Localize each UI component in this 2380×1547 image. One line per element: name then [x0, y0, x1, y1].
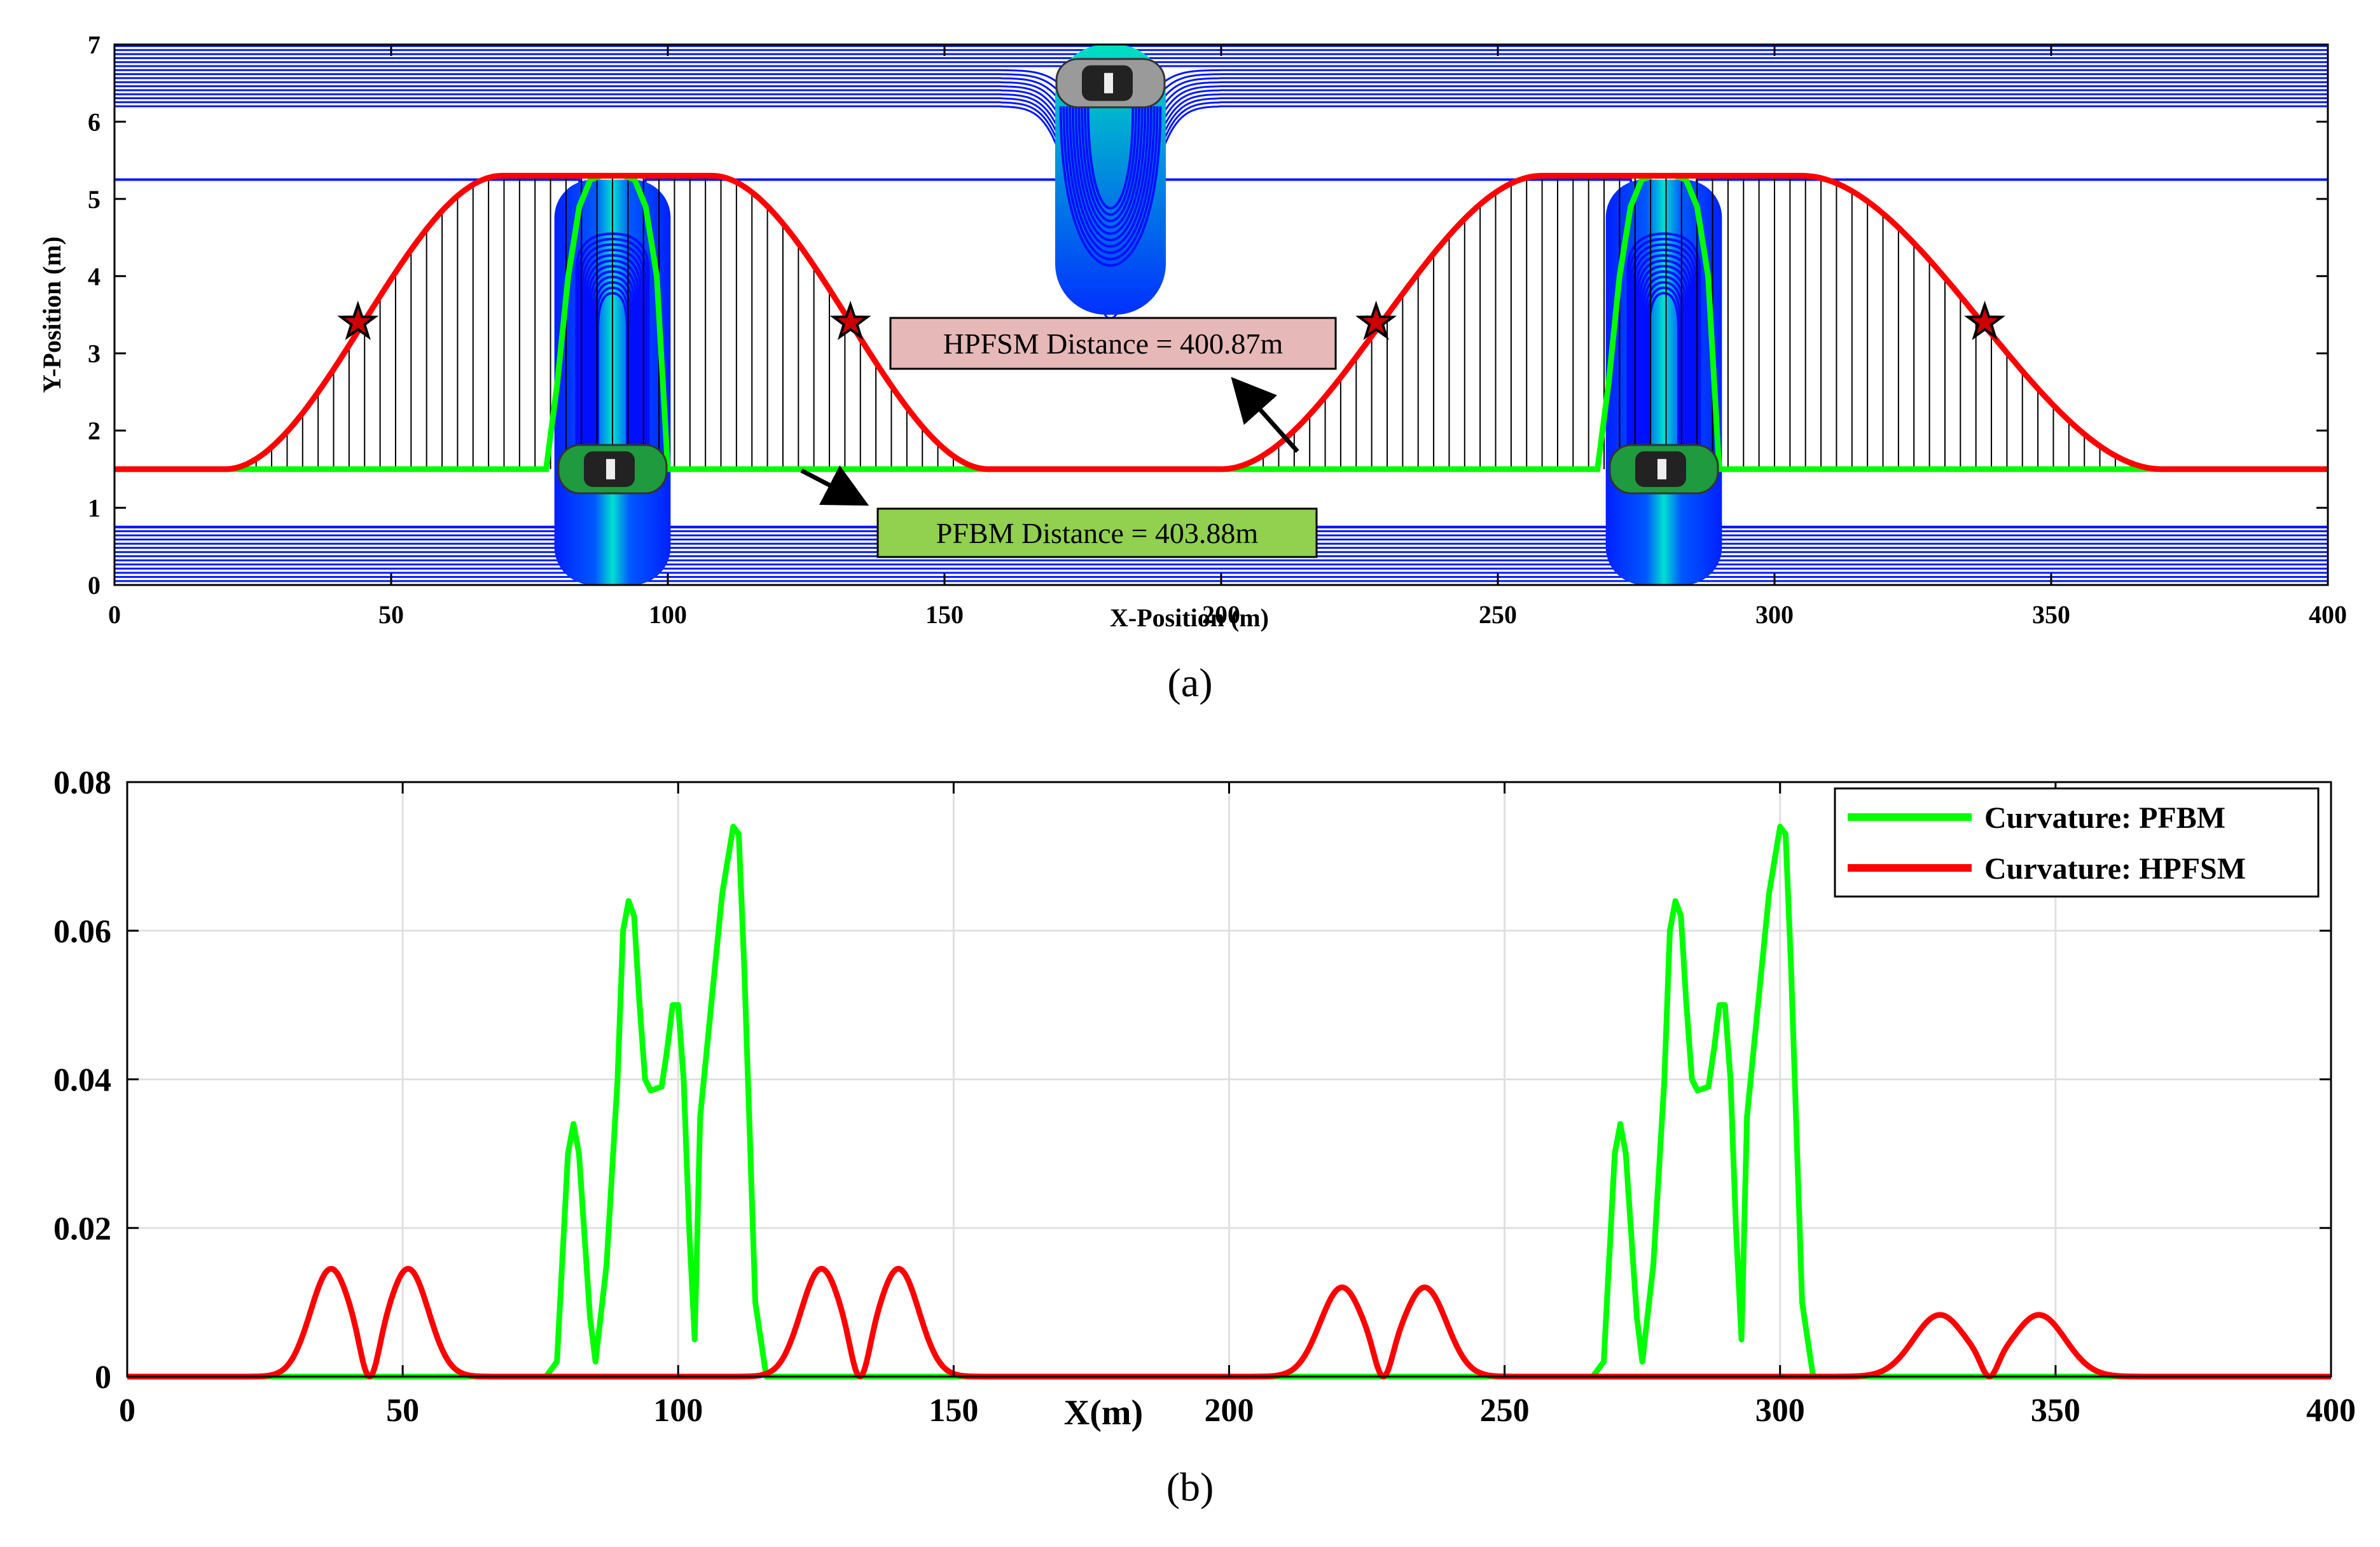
hpfsm-annotation-arrow [1231, 376, 1299, 453]
car-obstacle [557, 444, 668, 495]
panel-a-ylabel: Y-Position (m) [38, 237, 66, 393]
y-tick-label: 0.04 [53, 1062, 111, 1099]
y-tick-label: 1 [88, 494, 100, 523]
field-contour-upper [114, 101, 2328, 302]
x-tick-label: 400 [2309, 600, 2347, 629]
panel-a-curves [114, 172, 2328, 472]
y-tick-label: 0 [95, 1359, 111, 1396]
legend-label-pfbm: Curvature: PFBM [1984, 801, 2225, 835]
y-tick-label: 5 [88, 185, 100, 214]
x-tick-label: 100 [653, 1392, 703, 1429]
y-tick-label: 6 [88, 107, 100, 136]
x-tick-label: 200 [1202, 600, 1240, 629]
x-tick-label: 300 [1755, 1392, 1805, 1429]
panel-b-grid [127, 782, 2331, 1377]
y-tick-label: 0.02 [53, 1211, 111, 1247]
star-marker [1964, 300, 2006, 340]
hpfsm-trajectory-line [114, 172, 2328, 472]
car-obstacle [1055, 58, 1166, 109]
field-contour-upper [114, 77, 2328, 180]
star-marker [337, 300, 379, 340]
panel-a-xlabel: X-Position (m) [1110, 603, 1269, 632]
field-contour-gray-obstacle [1081, 106, 1140, 223]
field-contour-gray-obstacle [1069, 106, 1152, 248]
x-tick-label: 250 [1480, 1392, 1530, 1429]
panel-a-ticks: 0 50 100 150 200 250 300 350 400 0 1 2 3 4 5 6 7 [88, 31, 2347, 629]
y-tick-label: 4 [88, 262, 100, 291]
pfbm-distance-annotation: PFBM Distance = 403.88m [800, 465, 1318, 558]
car-obstacle [1609, 444, 1719, 495]
field-contour-obstacle [1640, 270, 1688, 469]
field-contour-gray-obstacle [1071, 106, 1150, 242]
field-contour-gray-obstacle [1077, 106, 1144, 229]
x-tick-label: 50 [378, 600, 404, 629]
field-contour-upper [114, 89, 2328, 244]
field-contour-upper [114, 97, 2328, 283]
hpfsm-distance-annotation: HPFSM Distance = 400.87m [889, 317, 1337, 453]
field-contour-gray-obstacle [1059, 106, 1162, 267]
x-tick-label: 0 [119, 1392, 135, 1429]
field-contour-obstacle [1630, 243, 1698, 469]
y-tick-label: 3 [88, 340, 100, 368]
field-contour-upper [114, 93, 2328, 264]
field-contour-gray-obstacle [1086, 106, 1135, 210]
x-tick-label: 300 [1755, 600, 1794, 629]
x-tick-label: 350 [2032, 600, 2070, 629]
field-contour-gray-obstacle [1083, 106, 1138, 216]
star-marker [1355, 300, 1397, 340]
y-tick-label: 0.08 [53, 765, 111, 801]
panel-a-label: (a) [1167, 660, 1212, 705]
x-tick-label: 150 [929, 1392, 978, 1429]
hpfsm-annotation-box [889, 317, 1337, 370]
field-contour-gray-obstacle [1074, 106, 1147, 235]
pfbm-annotation-text: PFBM Distance = 403.88m [936, 517, 1259, 549]
panel-b-curvature-plot: 0 50 100 150 200 250 300 350 400 0 0.02 0.04 0.06 0.0… [53, 765, 2356, 1509]
field-contour-gray-obstacle [1065, 106, 1156, 254]
legend-label-hpfsm: Curvature: HPFSM [1984, 852, 2246, 886]
field-contour-obstacle [1642, 275, 1686, 469]
star-markers [337, 300, 2006, 340]
field-contour-obstacle [1628, 237, 1699, 469]
y-tick-label: 0 [88, 571, 100, 600]
field-contour-gray-obstacle [1062, 106, 1159, 261]
legend-box [1834, 787, 2320, 898]
field-contour-obstacle [1647, 291, 1680, 469]
field-contour-obstacle [1638, 265, 1690, 469]
car-roof-light [606, 458, 615, 479]
panel-a-background [114, 45, 2328, 585]
x-tick-label: 250 [1479, 600, 1517, 629]
car-roof-light [1657, 458, 1666, 479]
x-tick-label: 200 [1205, 1392, 1254, 1429]
field-contour-obstacle [1645, 286, 1682, 469]
panel-b-xlabel: X(m) [1064, 1393, 1143, 1433]
y-tick-label: 2 [88, 416, 100, 445]
obstacle-vehicles [557, 58, 1719, 495]
x-tick-label: 100 [649, 600, 687, 629]
car-roof-light [1104, 72, 1113, 93]
y-tick-label: 7 [88, 31, 100, 59]
field-contour-obstacle [1636, 259, 1692, 469]
star-marker [829, 300, 871, 340]
field-contour-upper [114, 105, 2328, 320]
y-tick-label: 0.06 [53, 914, 111, 950]
field-contour-upper [114, 73, 2328, 157]
field-contour-upper [114, 69, 2328, 134]
hpfsm-annotation-text: HPFSM Distance = 400.87m [943, 327, 1283, 360]
pfbm-annotation-box [876, 507, 1318, 558]
x-tick-label: 150 [925, 600, 964, 629]
field-contour-upper [114, 81, 2328, 202]
pfbm-annotation-arrow [800, 465, 869, 506]
x-tick-label: 50 [386, 1392, 419, 1429]
panel-b-label: (b) [1166, 1464, 1214, 1509]
panel-b-ticks: 0 50 100 150 200 250 300 350 400 0 0.02 0.04 0.06 0.0… [53, 765, 2356, 1429]
field-contour-upper [114, 85, 2328, 223]
x-tick-label: 400 [2306, 1392, 2356, 1429]
x-tick-label: 0 [108, 600, 121, 629]
panel-a-trajectory-plot: 0 50 100 150 200 250 300 350 400 0 1 2 3 4 5 6 7 X-Posit… [38, 31, 2347, 705]
x-tick-label: 350 [2031, 1392, 2080, 1429]
field-contour-obstacle [1634, 254, 1694, 469]
legend: Curvature: PFBM Curvature: HPFSM [1834, 787, 2320, 898]
